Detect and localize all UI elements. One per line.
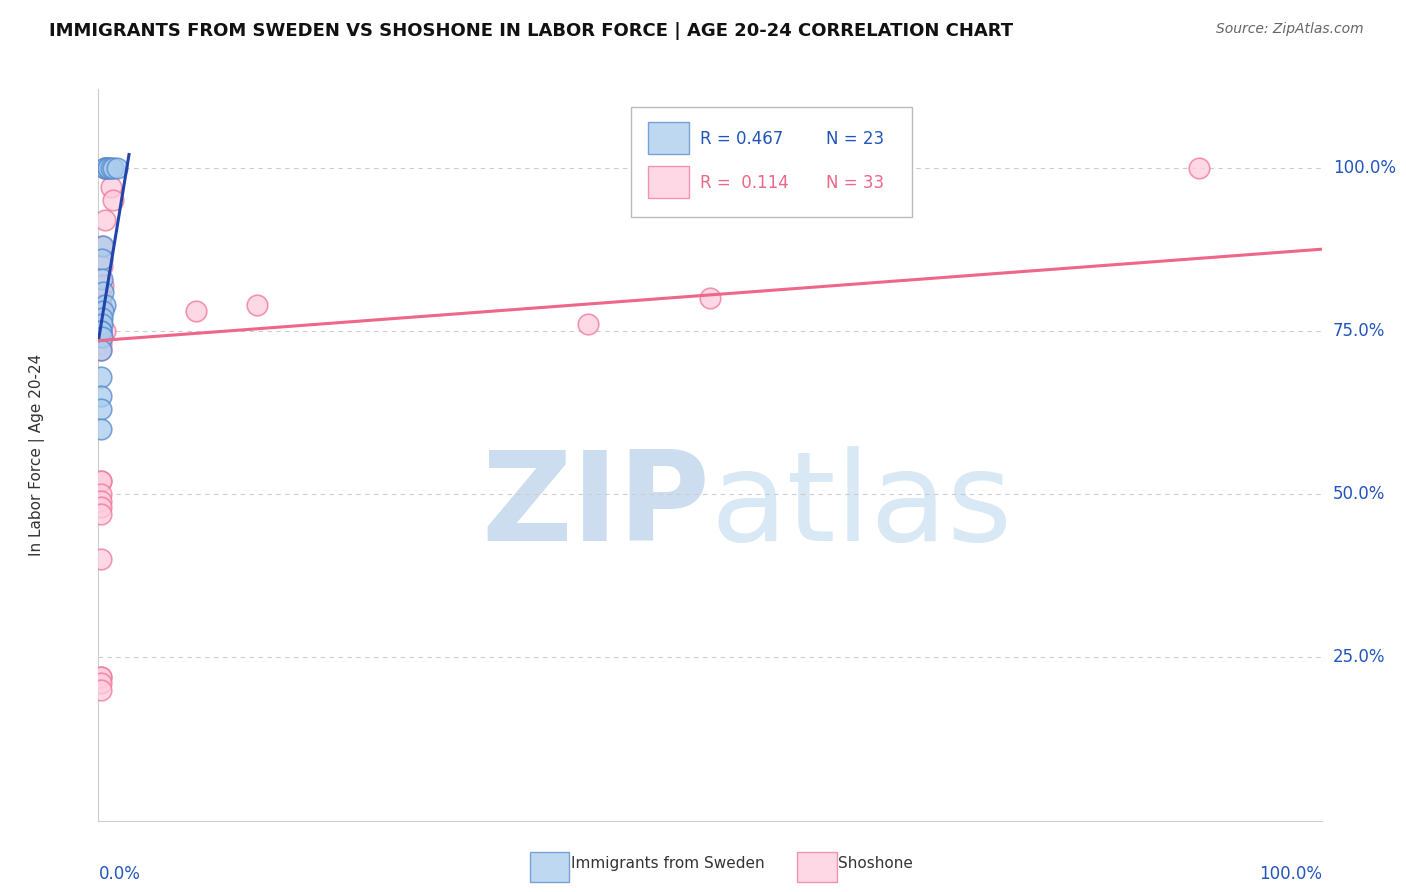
Point <box>91 259 114 273</box>
Point <box>90 298 112 312</box>
Point <box>91 271 114 285</box>
Point <box>93 298 115 312</box>
Text: IMMIGRANTS FROM SWEDEN VS SHOSHONE IN LABOR FORCE | AGE 20-24 CORRELATION CHART: IMMIGRANTS FROM SWEDEN VS SHOSHONE IN LA… <box>49 22 1014 40</box>
Point <box>91 239 114 253</box>
Point <box>90 343 112 358</box>
Point <box>246 298 269 312</box>
Point <box>90 487 112 501</box>
Text: 0.0%: 0.0% <box>98 864 141 882</box>
Point <box>91 239 114 253</box>
Text: R =  0.114: R = 0.114 <box>700 174 789 192</box>
Point <box>90 422 112 436</box>
Point <box>1188 161 1211 175</box>
Point <box>90 402 112 417</box>
Point <box>90 389 112 403</box>
Point <box>101 161 124 175</box>
Point <box>90 670 112 684</box>
Point <box>90 343 112 358</box>
Text: R = 0.467: R = 0.467 <box>700 130 783 148</box>
Point <box>90 507 112 521</box>
Text: In Labor Force | Age 20-24: In Labor Force | Age 20-24 <box>30 354 45 556</box>
FancyBboxPatch shape <box>648 166 689 198</box>
Point <box>576 318 599 332</box>
Point <box>91 285 114 299</box>
Point <box>93 161 115 175</box>
Text: Source: ZipAtlas.com: Source: ZipAtlas.com <box>1216 22 1364 37</box>
Point <box>699 291 721 305</box>
Point <box>97 161 120 175</box>
Point <box>90 369 112 384</box>
Point <box>90 330 112 344</box>
Text: N = 33: N = 33 <box>827 174 884 192</box>
Text: atlas: atlas <box>710 446 1012 566</box>
Point <box>91 304 114 318</box>
Point <box>91 310 114 325</box>
Text: 50.0%: 50.0% <box>1333 485 1385 503</box>
Point <box>91 252 114 266</box>
Point <box>90 676 112 690</box>
Point <box>105 161 128 175</box>
Text: Shoshone: Shoshone <box>838 856 912 871</box>
Point <box>90 552 112 566</box>
Point <box>90 318 112 332</box>
Point <box>90 683 112 698</box>
Point <box>93 161 115 175</box>
Point <box>91 318 114 332</box>
Point <box>101 193 124 207</box>
Point <box>90 337 112 351</box>
Point <box>90 324 112 338</box>
Point <box>90 493 112 508</box>
Text: N = 23: N = 23 <box>827 130 884 148</box>
FancyBboxPatch shape <box>630 108 912 218</box>
Point <box>93 212 115 227</box>
Text: 25.0%: 25.0% <box>1333 648 1385 666</box>
Point <box>90 670 112 684</box>
Text: 100.0%: 100.0% <box>1258 864 1322 882</box>
Point <box>100 180 122 194</box>
Point <box>91 330 114 344</box>
Point <box>90 324 112 338</box>
Point <box>90 291 112 305</box>
Point <box>186 304 208 318</box>
Point <box>90 500 112 515</box>
FancyBboxPatch shape <box>648 122 689 154</box>
Point <box>90 474 112 488</box>
Point <box>90 474 112 488</box>
Point <box>90 304 112 318</box>
Text: Immigrants from Sweden: Immigrants from Sweden <box>571 856 765 871</box>
Text: 100.0%: 100.0% <box>1333 159 1396 177</box>
Point <box>93 161 115 175</box>
Point <box>93 324 115 338</box>
Point <box>90 324 112 338</box>
Point <box>91 278 114 293</box>
Point <box>97 161 120 175</box>
Point <box>100 161 122 175</box>
Point <box>90 310 112 325</box>
Text: 75.0%: 75.0% <box>1333 322 1385 340</box>
Text: ZIP: ZIP <box>481 446 710 566</box>
